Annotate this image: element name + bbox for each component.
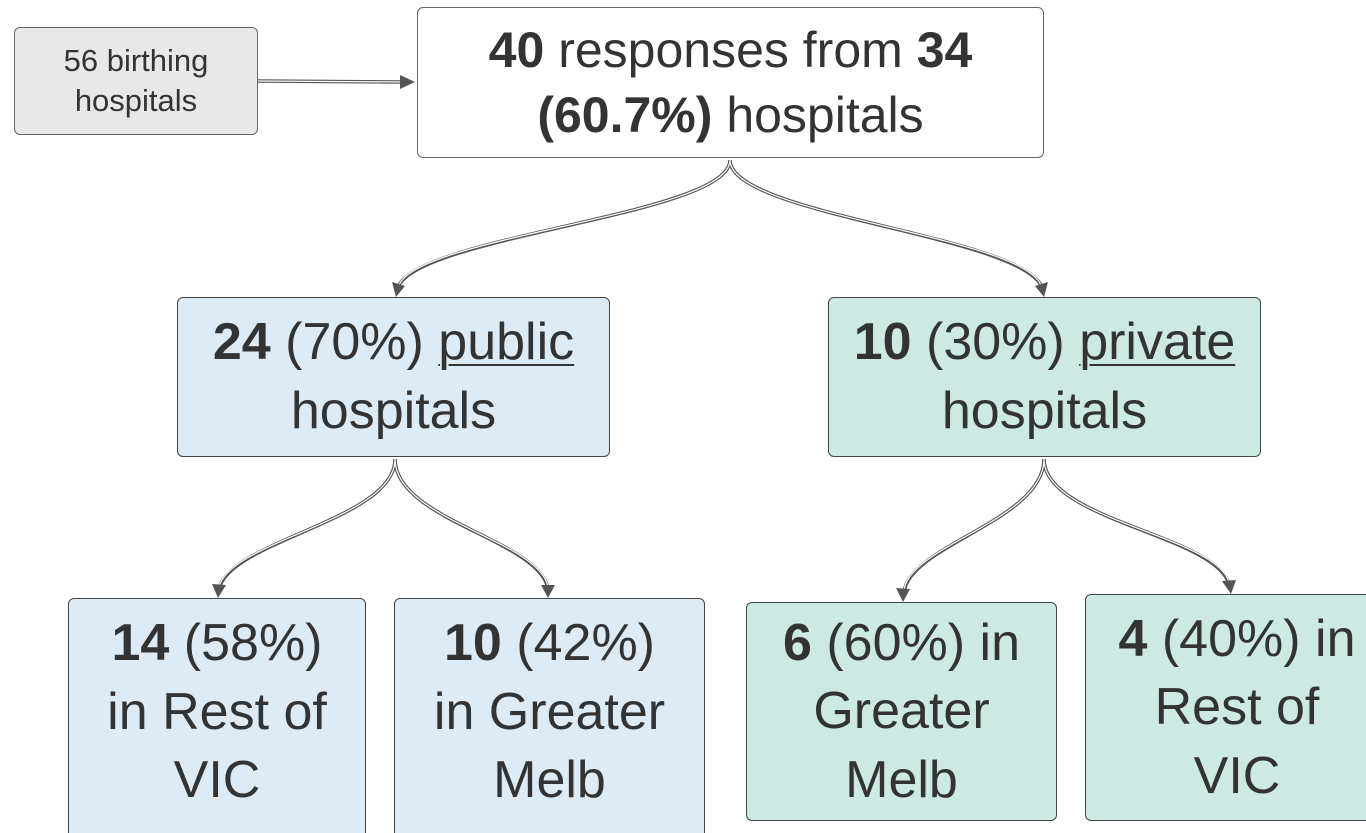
share: (58%) [183, 614, 323, 672]
public-rest-node: 14 (58%) in Rest of VIC [68, 598, 366, 833]
share: (30%) [926, 313, 1065, 372]
share: (60.7%) [537, 86, 713, 143]
source-node: 56 birthing hospitals [14, 27, 258, 135]
node-text: responses from [558, 21, 903, 78]
arrow [1042, 458, 1231, 585]
arrow [396, 159, 732, 288]
node-text: VIC [1193, 746, 1281, 805]
node-text: in Rest of [107, 682, 327, 741]
count: 34 [916, 21, 973, 78]
node-text: Rest of [1154, 678, 1320, 737]
node-text: Melb [845, 750, 958, 809]
node-text: in Greater [433, 682, 666, 741]
share: (70%) [285, 313, 424, 372]
arrow [217, 458, 397, 590]
private-node: 10 (30%) private hospitals [828, 297, 1261, 457]
node-text: hospitals [726, 86, 924, 143]
count: 10 [443, 614, 502, 672]
count: 40 [488, 21, 545, 78]
sector: public [438, 313, 575, 372]
node-text: Melb [493, 751, 606, 810]
share: (40%) in [1161, 609, 1356, 668]
share: (42%) [516, 614, 655, 672]
private-rest-node: 4 (40%) in Rest of VIC [1085, 594, 1366, 821]
arrows [212, 75, 1236, 602]
node-text: 56 birthing [63, 42, 209, 78]
count: 6 [782, 613, 812, 672]
node-text: hospitals [290, 382, 497, 440]
node-text: Greater [813, 682, 990, 741]
node-text: hospitals [74, 83, 198, 118]
count: 24 [212, 313, 271, 372]
node-text: hospitals [941, 382, 1148, 440]
count: 14 [111, 614, 170, 672]
responses-node: 40 responses from 34 (60.7%) hospitals [417, 7, 1044, 158]
public-node: 24 (70%) public hospitals [177, 297, 610, 457]
count: 4 [1118, 609, 1148, 668]
sector: private [1079, 313, 1236, 372]
share: (60%) in [826, 613, 1020, 672]
public-melb-node: 10 (42%) in Greater Melb [394, 598, 705, 833]
arrow [728, 159, 1044, 288]
arrow [393, 458, 550, 590]
private-melb-node: 6 (60%) in Greater Melb [746, 602, 1057, 821]
node-text: VIC [173, 751, 261, 810]
arrow [902, 458, 1046, 593]
count: 10 [853, 313, 912, 372]
